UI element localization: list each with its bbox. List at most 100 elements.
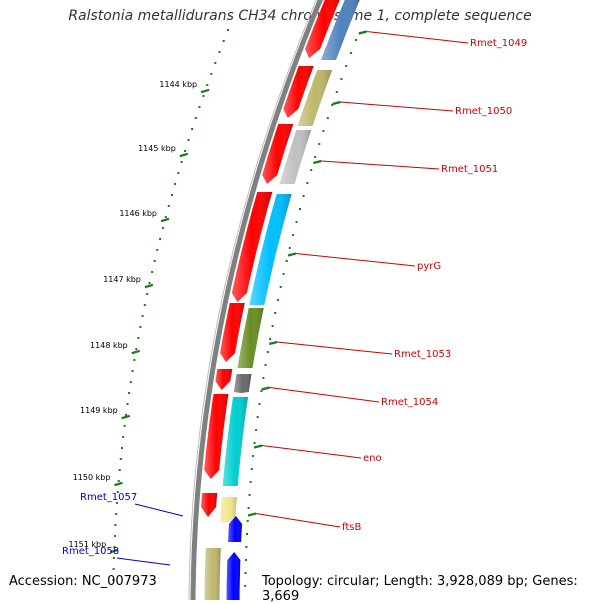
ruler-dot xyxy=(139,326,142,328)
track-dot xyxy=(269,338,272,340)
ruler-dot xyxy=(187,139,190,141)
ruler-dot xyxy=(131,370,134,372)
orf-arrow-forward-shade xyxy=(204,394,229,479)
kbp-tick-label: 1147 kbp xyxy=(103,275,141,284)
gene-rmet-1049-label[interactable]: Rmet_1049 xyxy=(470,38,527,49)
kbp-tick xyxy=(200,88,210,94)
ruler-dot xyxy=(112,557,115,559)
track-dot xyxy=(260,390,263,392)
ruler-dot xyxy=(191,128,194,130)
track-dot xyxy=(314,156,317,158)
orf-arrow-reverse-shade xyxy=(226,552,241,600)
ruler-dot xyxy=(214,62,217,64)
ruler-dot xyxy=(202,95,205,97)
gene-ftsb-leader xyxy=(255,513,341,528)
kbp-tick xyxy=(131,349,141,355)
kbp-tick-label: 1150 kbp xyxy=(73,473,111,482)
track-dot xyxy=(248,494,251,496)
ruler-dot xyxy=(177,172,180,174)
ruler-dot xyxy=(112,579,115,581)
ruler-dot xyxy=(121,447,123,449)
feature-tick xyxy=(247,512,257,517)
ruler-dot xyxy=(133,359,136,361)
track-dot xyxy=(306,182,309,184)
gene-rmet-1054-label[interactable]: Rmet_1054 xyxy=(381,397,438,408)
feature-tick xyxy=(253,444,263,449)
track-dot xyxy=(252,455,255,457)
track-dot xyxy=(335,91,338,93)
kbp-tick-label: 1146 kbp xyxy=(119,209,157,218)
gene-pyrg-leader xyxy=(295,253,416,267)
ruler-dot xyxy=(135,348,138,350)
track-dot xyxy=(274,312,277,314)
gene-rmet-1053-shade xyxy=(237,308,264,368)
gene-rmet-1057-leader xyxy=(134,503,184,517)
track-dot xyxy=(340,78,343,80)
ruler-dot xyxy=(194,117,197,119)
ruler-dot xyxy=(126,403,129,405)
track-dot xyxy=(295,221,298,223)
feature-tick xyxy=(358,30,367,35)
kbp-tick-label: 1151 kbp xyxy=(68,540,106,549)
orf-arrow-forward-shade xyxy=(231,192,273,302)
orf-arrow-forward-shade xyxy=(305,0,340,58)
track-dot xyxy=(246,533,248,535)
track-dot xyxy=(246,520,249,522)
gene-rmet-1058-shade xyxy=(204,548,221,600)
kbp-tick-label: 1145 kbp xyxy=(138,144,176,153)
ruler-dot xyxy=(210,73,213,75)
orf-arrow-forward-shade xyxy=(201,493,218,517)
track-dot xyxy=(310,169,313,171)
gene-rmet-1049-shade xyxy=(321,0,360,60)
gene-rmet-1049-leader xyxy=(366,31,469,44)
ruler-dot xyxy=(227,29,229,31)
kbp-tick xyxy=(121,414,131,420)
track-dot xyxy=(244,559,247,561)
gene-eno-leader xyxy=(261,445,362,459)
track-dot xyxy=(244,585,247,587)
track-dot xyxy=(292,234,295,236)
ruler-dot xyxy=(161,227,164,229)
ruler-dot xyxy=(137,337,140,339)
backbone-line xyxy=(190,0,323,600)
ruler-dot xyxy=(198,106,201,108)
ruler-dots xyxy=(112,29,229,581)
track-dot xyxy=(345,65,348,67)
ruler-dot xyxy=(115,502,118,504)
ruler-dot xyxy=(115,513,118,515)
ruler-dot xyxy=(153,260,156,262)
gene-pyrg-label[interactable]: pyrG xyxy=(417,261,441,272)
gene-eno-label[interactable]: eno xyxy=(363,453,382,464)
gene-rmet-1053-label[interactable]: Rmet_1053 xyxy=(394,349,451,360)
map-title: Ralstonia metallidurans CH34 chromosome … xyxy=(68,8,532,24)
track-dot xyxy=(255,429,258,431)
gene-rmet-1054-shade xyxy=(233,374,252,393)
gene-eno-shade xyxy=(222,397,248,486)
ruler-dot xyxy=(129,381,132,383)
gene-rmet-1051-label[interactable]: Rmet_1051 xyxy=(441,164,498,175)
orf-arrow-forward-shade xyxy=(215,369,233,390)
features xyxy=(201,0,360,600)
gene-rmet-1054-leader xyxy=(269,387,380,403)
ruler-dot xyxy=(206,84,209,86)
kbp-tick-label: 1144 kbp xyxy=(159,80,197,89)
kbp-ticks: 1144 kbp 1145 kbp 1146 kbp 1147 kbp 1148 kbp… xyxy=(68,80,210,554)
track-dot xyxy=(331,104,334,106)
track-dot xyxy=(322,130,325,132)
feature-tick xyxy=(332,100,341,106)
orf-arrow-forward-shade xyxy=(220,303,245,362)
ruler-dot xyxy=(128,392,131,394)
gene-labels: Rmet_1049 Rmet_1050 Rmet_1051 pyrG Rmet_1053… xyxy=(62,30,527,566)
gene-ftsb-label[interactable]: ftsB xyxy=(342,522,361,533)
kbp-tick xyxy=(179,152,189,158)
gene-rmet-1053-leader xyxy=(277,341,393,355)
gene-rmet-1058-leader xyxy=(116,557,171,566)
gene-rmet-1058-label[interactable]: Rmet_1058 xyxy=(62,546,119,557)
gene-rmet-1057-label[interactable]: Rmet_1057 xyxy=(80,492,137,503)
gene-rmet-1050-label[interactable]: Rmet_1050 xyxy=(455,106,512,117)
orf-arrow-reverse-shade xyxy=(228,516,242,542)
track-dot xyxy=(244,572,247,574)
gene-rmet-1051-leader xyxy=(321,160,440,170)
orf-arrow-forward-shade xyxy=(283,66,314,118)
